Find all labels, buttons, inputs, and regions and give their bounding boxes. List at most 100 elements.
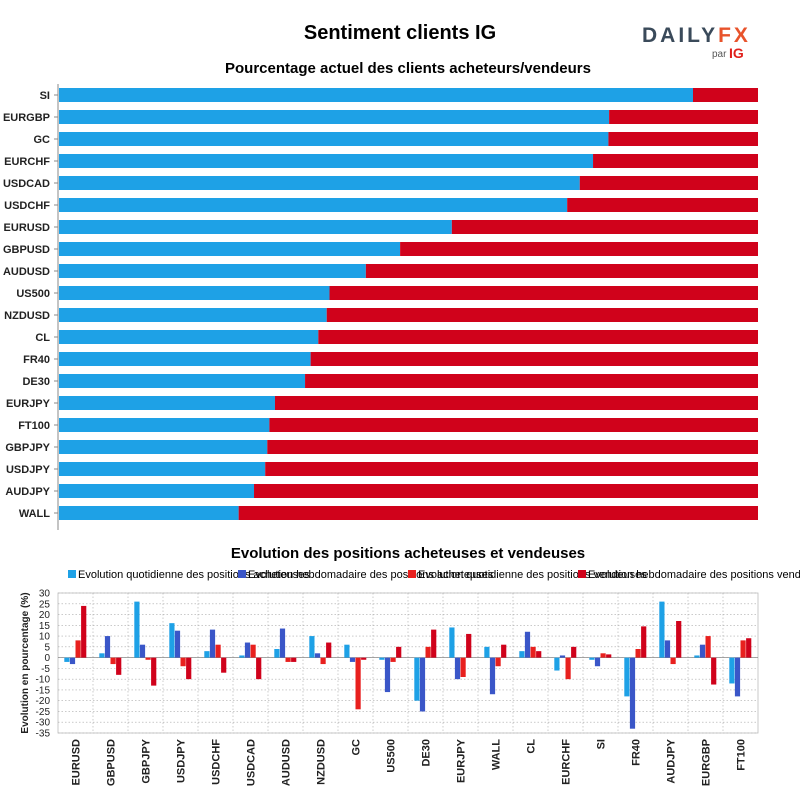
- x-tick-label: CL: [526, 739, 538, 754]
- y-tick-label: -15: [36, 685, 51, 696]
- y-tick-label: -25: [36, 707, 51, 718]
- y-tick-label: NZDUSD: [4, 310, 50, 322]
- bar-short-audusd: [365, 264, 758, 278]
- y-tick-label: DE30: [22, 376, 50, 388]
- bar-cl-s1: [524, 631, 531, 658]
- bar-short-wall: [238, 506, 758, 520]
- y-tick-label: EURCHF: [4, 156, 50, 168]
- y-tick-label: GBPUSD: [3, 244, 50, 256]
- bar-si-s0: [589, 657, 595, 660]
- bar-usdcad-s2: [250, 644, 256, 658]
- evolution-chart-title: Evolution des positions acheteuses et ve…: [230, 545, 586, 562]
- y-tick-label: GC: [34, 134, 51, 146]
- bar-usdchf-s2: [215, 644, 221, 658]
- y-tick-label: EURUSD: [4, 222, 51, 234]
- y-tick-label: -5: [41, 664, 50, 675]
- bar-short-audjpy: [254, 484, 758, 498]
- y-tick-label: GBPJPY: [5, 442, 50, 454]
- bar-gbpjpy-s0: [134, 601, 140, 658]
- bar-short-gbpjpy: [267, 440, 758, 454]
- bar-short-us500: [329, 286, 758, 300]
- x-tick-label: USDCHF: [211, 739, 223, 785]
- dailyfx-logo: DAILYFX par IG: [640, 24, 750, 64]
- bar-fr40-s2: [635, 649, 641, 658]
- y-tick-label: 15: [39, 621, 51, 632]
- bar-gc-s3: [361, 657, 367, 660]
- bar-usdjpy-s1: [174, 630, 181, 658]
- bar-wall-s2: [495, 657, 501, 667]
- bar-short-cl: [318, 330, 758, 344]
- logo-par-text: par: [712, 49, 727, 60]
- bar-audjpy-s3: [676, 621, 682, 658]
- legend-swatch-icon: [408, 570, 416, 578]
- page-title: Sentiment clients IG: [303, 22, 497, 44]
- y-tick-label: 25: [39, 599, 51, 610]
- bar-eurgbp-s2: [705, 636, 711, 658]
- bar-long-ft100: [59, 418, 270, 432]
- x-tick-label: USDJPY: [176, 738, 188, 783]
- bar-long-audjpy: [59, 484, 255, 498]
- bar-long-us500: [59, 286, 330, 300]
- bar-us500-s0: [379, 657, 385, 660]
- y-tick-label: 0: [44, 653, 50, 664]
- bar-short-gbpusd: [400, 242, 758, 256]
- sentiment-chart-title: Pourcentage actuel des clients acheteurs…: [225, 60, 591, 77]
- bar-usdchf-s0: [204, 651, 210, 658]
- bar-us500-s2: [390, 657, 396, 662]
- bar-usdchf-s3: [221, 657, 227, 673]
- x-tick-label: GBPJPY: [141, 738, 153, 783]
- bar-long-eurchf: [59, 154, 594, 168]
- bar-nzdusd-s1: [314, 653, 321, 658]
- bar-long-usdjpy: [59, 462, 266, 476]
- bar-long-gc: [59, 132, 609, 146]
- bar-usdchf-s1: [209, 629, 216, 658]
- bar-ft100-s2: [740, 640, 746, 658]
- bar-eurchf-s0: [554, 657, 560, 671]
- bar-long-audusd: [59, 264, 366, 278]
- bar-long-gbpjpy: [59, 440, 268, 454]
- bar-eurjpy-s3: [466, 633, 472, 658]
- bar-gc-s2: [355, 657, 361, 710]
- x-tick-label: SI: [596, 739, 608, 749]
- bar-gbpusd-s0: [99, 653, 105, 658]
- x-tick-label: USDCAD: [246, 739, 258, 786]
- bar-short-si: [692, 88, 758, 102]
- y-tick-label: -30: [36, 718, 51, 729]
- bar-us500-s3: [396, 646, 402, 658]
- bar-usdcad-s3: [256, 657, 262, 680]
- bar-si-s2: [600, 653, 606, 658]
- bar-si-s1: [594, 657, 601, 667]
- bar-usdjpy-s3: [186, 657, 192, 680]
- legend-item-daily-long[interactable]: Evolution quotidienne des positions ache…: [68, 569, 310, 581]
- bar-ft100-s1: [734, 657, 741, 697]
- bar-gbpjpy-s2: [145, 657, 151, 660]
- legend-item-daily-short[interactable]: Evolution quotidienne des positions vend…: [408, 569, 647, 581]
- bar-eurchf-s2: [565, 657, 571, 680]
- bar-audjpy-s2: [670, 657, 676, 665]
- bar-cl-s2: [530, 646, 536, 658]
- bar-gc-s0: [344, 644, 350, 658]
- bar-eurjpy-s1: [454, 657, 461, 680]
- bar-eurusd-s1: [69, 657, 76, 665]
- bar-long-cl: [59, 330, 319, 344]
- x-tick-label: FR40: [631, 739, 643, 766]
- x-tick-label: AUDJPY: [666, 738, 678, 783]
- bar-nzdusd-s2: [320, 657, 326, 665]
- bar-de30-s3: [431, 629, 437, 658]
- bar-eurchf-s1: [559, 655, 566, 658]
- x-tick-label: EURJPY: [456, 738, 468, 783]
- legend-item-weekly-long[interactable]: Evolution hebdomadaire des positions ach…: [238, 569, 493, 581]
- bar-eurgbp-s3: [711, 657, 717, 685]
- bar-fr40-s0: [624, 657, 630, 697]
- bar-long-usdcad: [59, 176, 580, 190]
- y-tick-label: WALL: [19, 508, 50, 520]
- y-tick-label: EURGBP: [3, 112, 50, 124]
- legend-item-weekly-short[interactable]: Evolution hebdomadaire des positions ven…: [578, 569, 800, 581]
- bar-short-eurusd: [451, 220, 758, 234]
- logo-ig-text: IG: [729, 45, 744, 61]
- x-tick-label: US500: [386, 739, 398, 773]
- x-tick-label: EURCHF: [561, 739, 573, 785]
- y-tick-label: 10: [39, 632, 51, 643]
- x-tick-label: EURGBP: [701, 739, 713, 786]
